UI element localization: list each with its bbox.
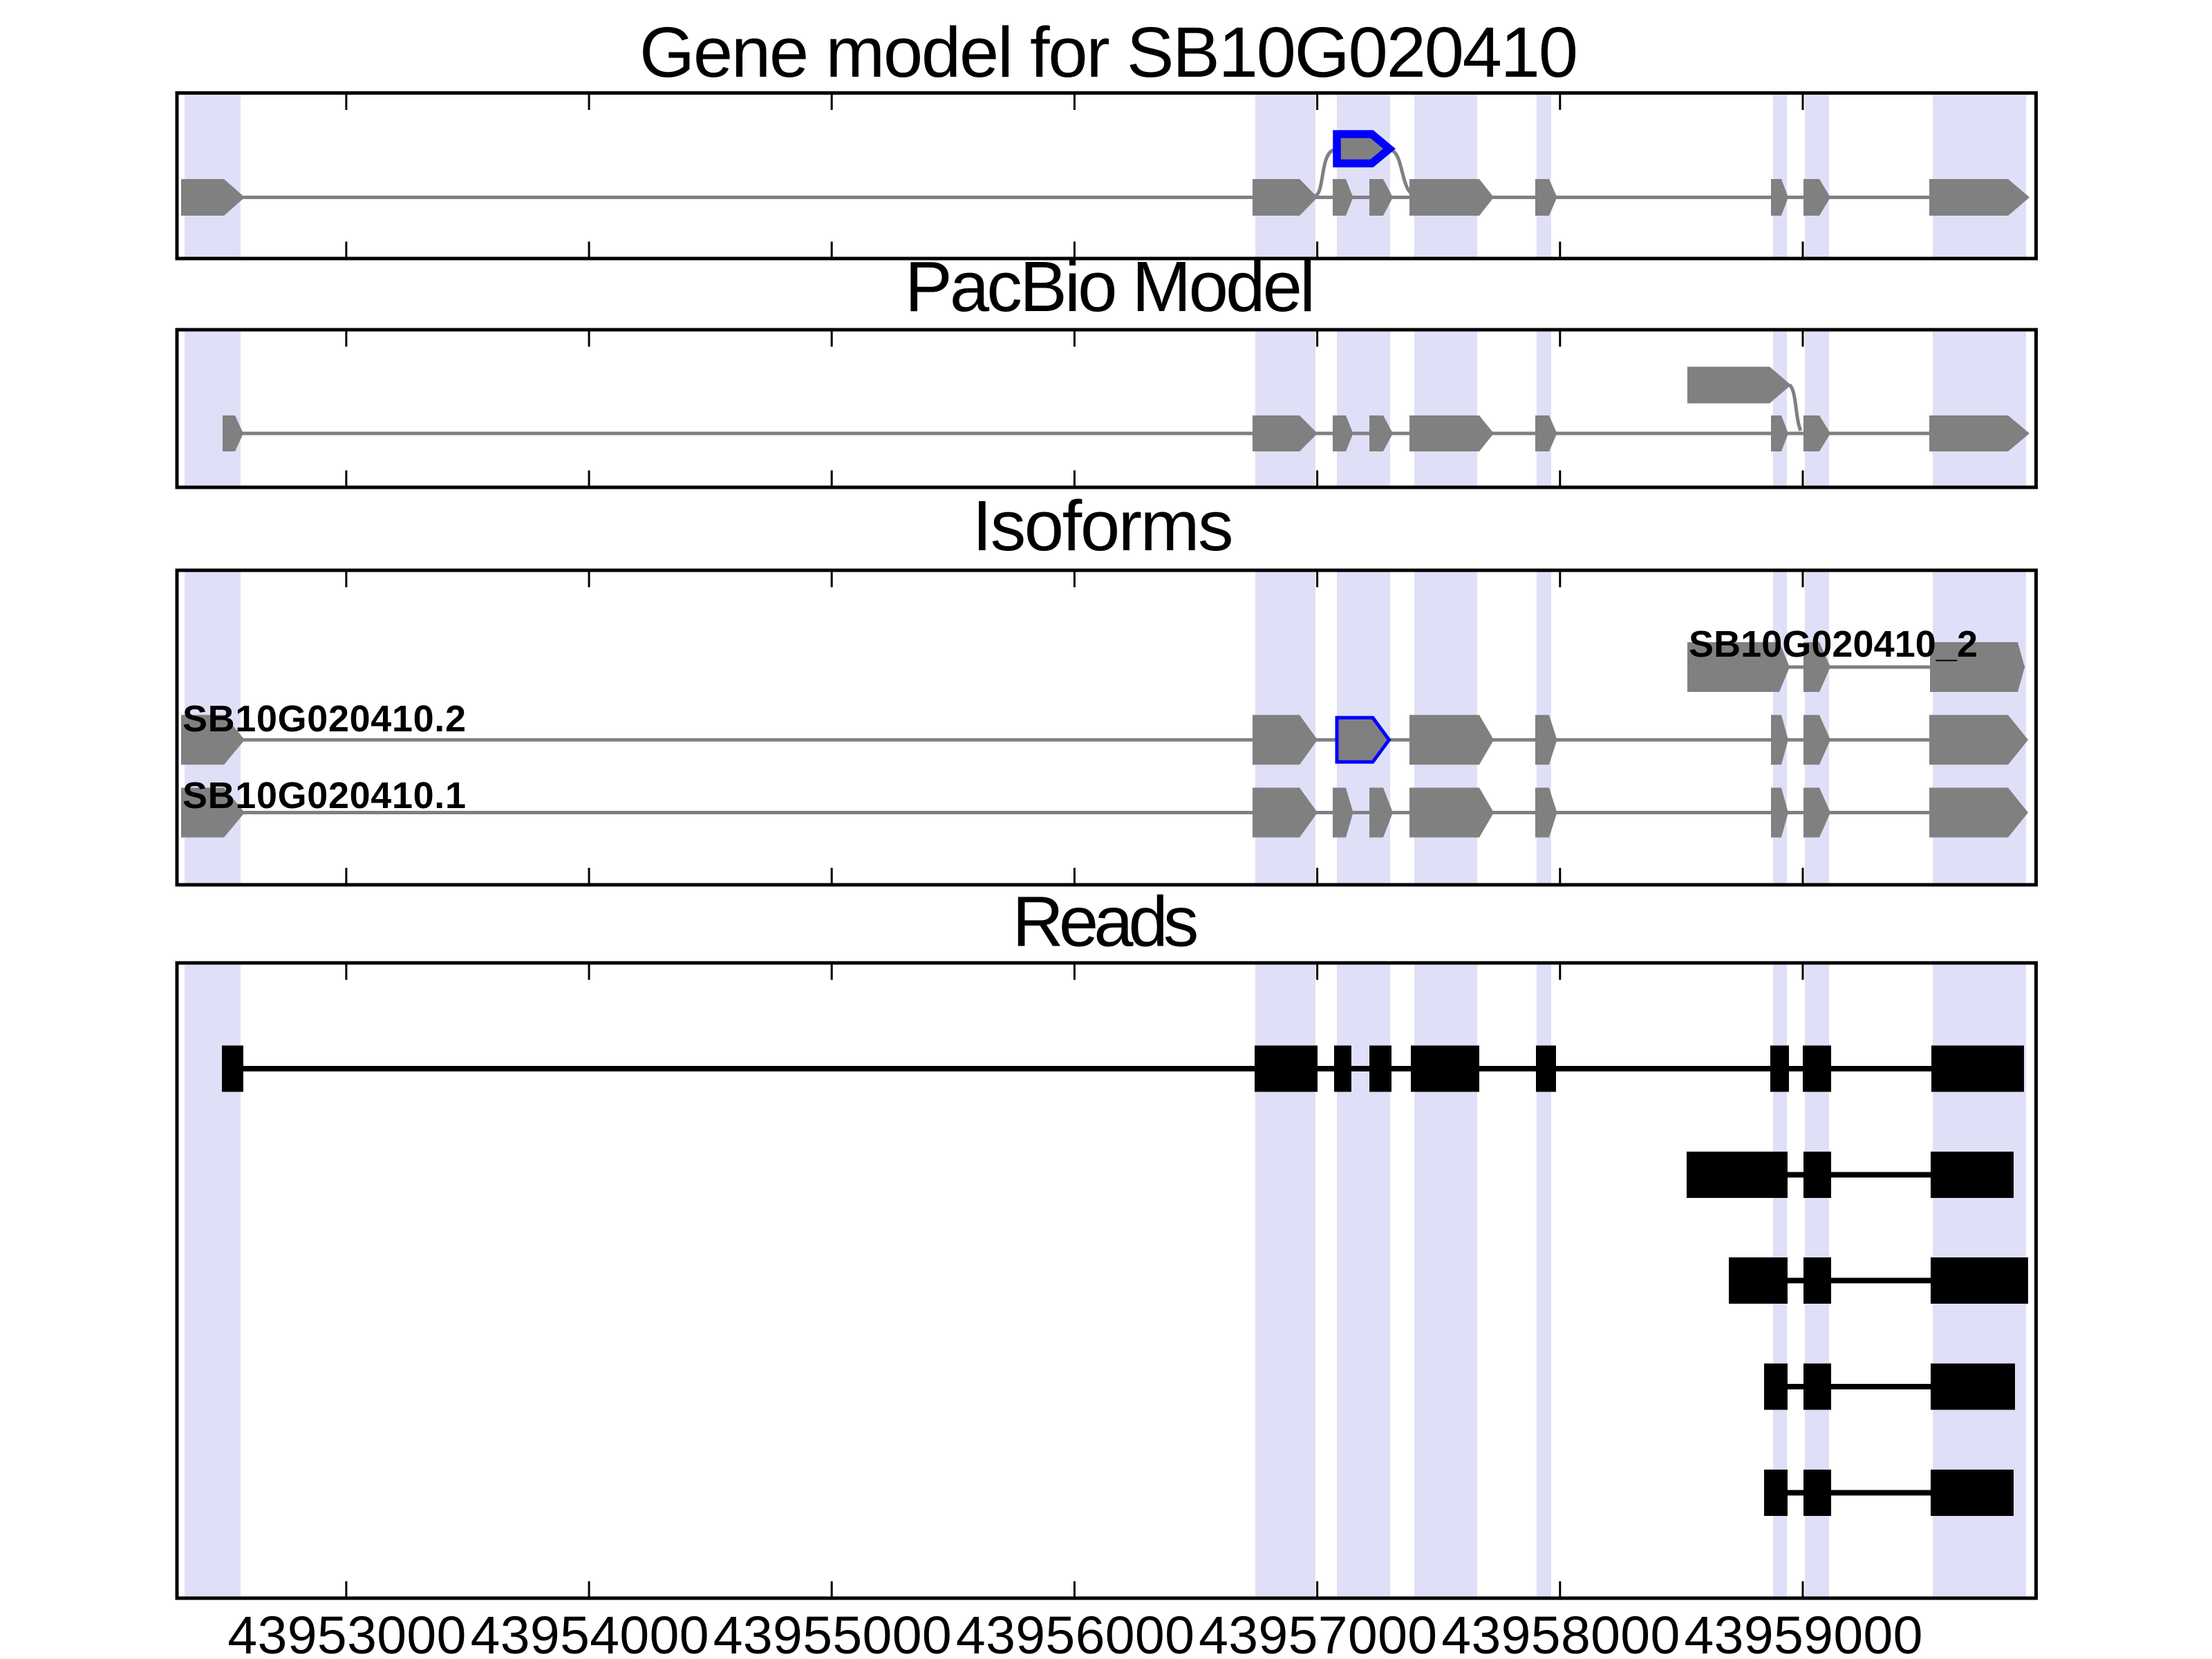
svg-text:43953000: 43953000 [227, 1606, 466, 1659]
svg-text:Gene model for SB10G020410: Gene model for SB10G020410 [639, 12, 1578, 92]
svg-text:SB10G020410.2: SB10G020410.2 [182, 698, 466, 740]
svg-text:43957000: 43957000 [1199, 1606, 1437, 1659]
svg-text:SB10G020410.1: SB10G020410.1 [182, 775, 466, 816]
svg-text:43954000: 43954000 [471, 1606, 709, 1659]
svg-text:43958000: 43958000 [1441, 1606, 1680, 1659]
svg-text:43956000: 43956000 [956, 1606, 1194, 1659]
svg-text:SB10G020410_2: SB10G020410_2 [1689, 624, 1978, 665]
svg-text:PacBio Model: PacBio Model [905, 247, 1315, 326]
svg-text:43959000: 43959000 [1685, 1606, 1923, 1659]
svg-text:Reads: Reads [1012, 882, 1199, 962]
svg-text:Isoforms: Isoforms [973, 486, 1234, 565]
svg-text:43955000: 43955000 [713, 1606, 952, 1659]
